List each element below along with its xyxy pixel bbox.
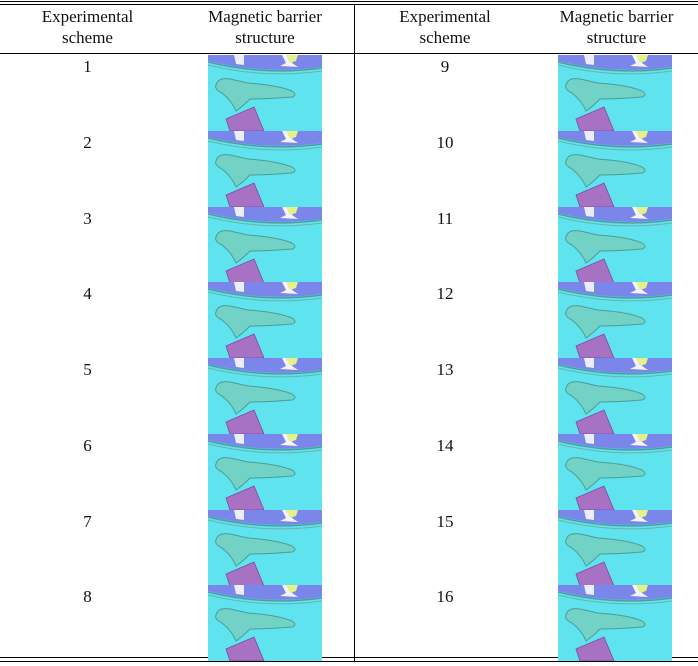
barrier-diagram [558, 434, 672, 510]
scheme-number: 9 [355, 57, 535, 77]
scheme-number: 8 [0, 587, 175, 607]
scheme-number: 10 [355, 133, 535, 153]
scheme-number: 4 [0, 284, 175, 304]
barrier-structure-image [558, 358, 672, 434]
barrier-diagram [208, 585, 322, 661]
barrier-diagram [208, 358, 322, 434]
barrier-diagram [208, 207, 322, 283]
scheme-number: 7 [0, 512, 175, 532]
scheme-number: 16 [355, 587, 535, 607]
scheme-number: 1 [0, 57, 175, 77]
barrier-structure-image [208, 131, 322, 207]
header-cell: Experimental scheme [390, 6, 500, 48]
barrier-structure-image [558, 131, 672, 207]
barrier-structure-image [558, 434, 672, 510]
header-rule [0, 53, 698, 54]
scheme-number: 15 [355, 512, 535, 532]
barrier-diagram [558, 131, 672, 207]
top-rule [0, 1, 698, 2]
barrier-diagram [558, 585, 672, 661]
top-rule [0, 4, 698, 5]
barrier-diagram [558, 358, 672, 434]
barrier-structure-image [208, 358, 322, 434]
header-cell: Magnetic barrier structure [552, 6, 682, 48]
barrier-diagram [208, 131, 322, 207]
column-divider [354, 4, 355, 662]
barrier-diagram [558, 510, 672, 586]
barrier-diagram [208, 282, 322, 358]
scheme-number: 6 [0, 436, 175, 456]
barrier-structure-image [558, 510, 672, 586]
scheme-number: 5 [0, 360, 175, 380]
barrier-structure-image [558, 55, 672, 131]
barrier-diagram [208, 55, 322, 131]
barrier-structure-image [558, 585, 672, 661]
barrier-diagram [208, 510, 322, 586]
barrier-structure-image [208, 510, 322, 586]
barrier-diagram [558, 207, 672, 283]
scheme-number: 3 [0, 209, 175, 229]
barrier-diagram [558, 55, 672, 131]
scheme-number: 11 [355, 209, 535, 229]
barrier-structure-image [208, 55, 322, 131]
scheme-number: 14 [355, 436, 535, 456]
barrier-structure-image [208, 282, 322, 358]
page: Experimental scheme Magnetic barrier stru… [0, 0, 698, 666]
barrier-diagram [208, 434, 322, 510]
scheme-number: 13 [355, 360, 535, 380]
scheme-number: 12 [355, 284, 535, 304]
scheme-number: 2 [0, 133, 175, 153]
barrier-structure-image [208, 434, 322, 510]
barrier-structure-image [558, 207, 672, 283]
header-cell: Experimental scheme [33, 6, 143, 48]
barrier-structure-image [208, 207, 322, 283]
barrier-structure-image [558, 282, 672, 358]
barrier-structure-image [208, 585, 322, 661]
header-cell: Magnetic barrier structure [200, 6, 330, 48]
barrier-diagram [558, 282, 672, 358]
